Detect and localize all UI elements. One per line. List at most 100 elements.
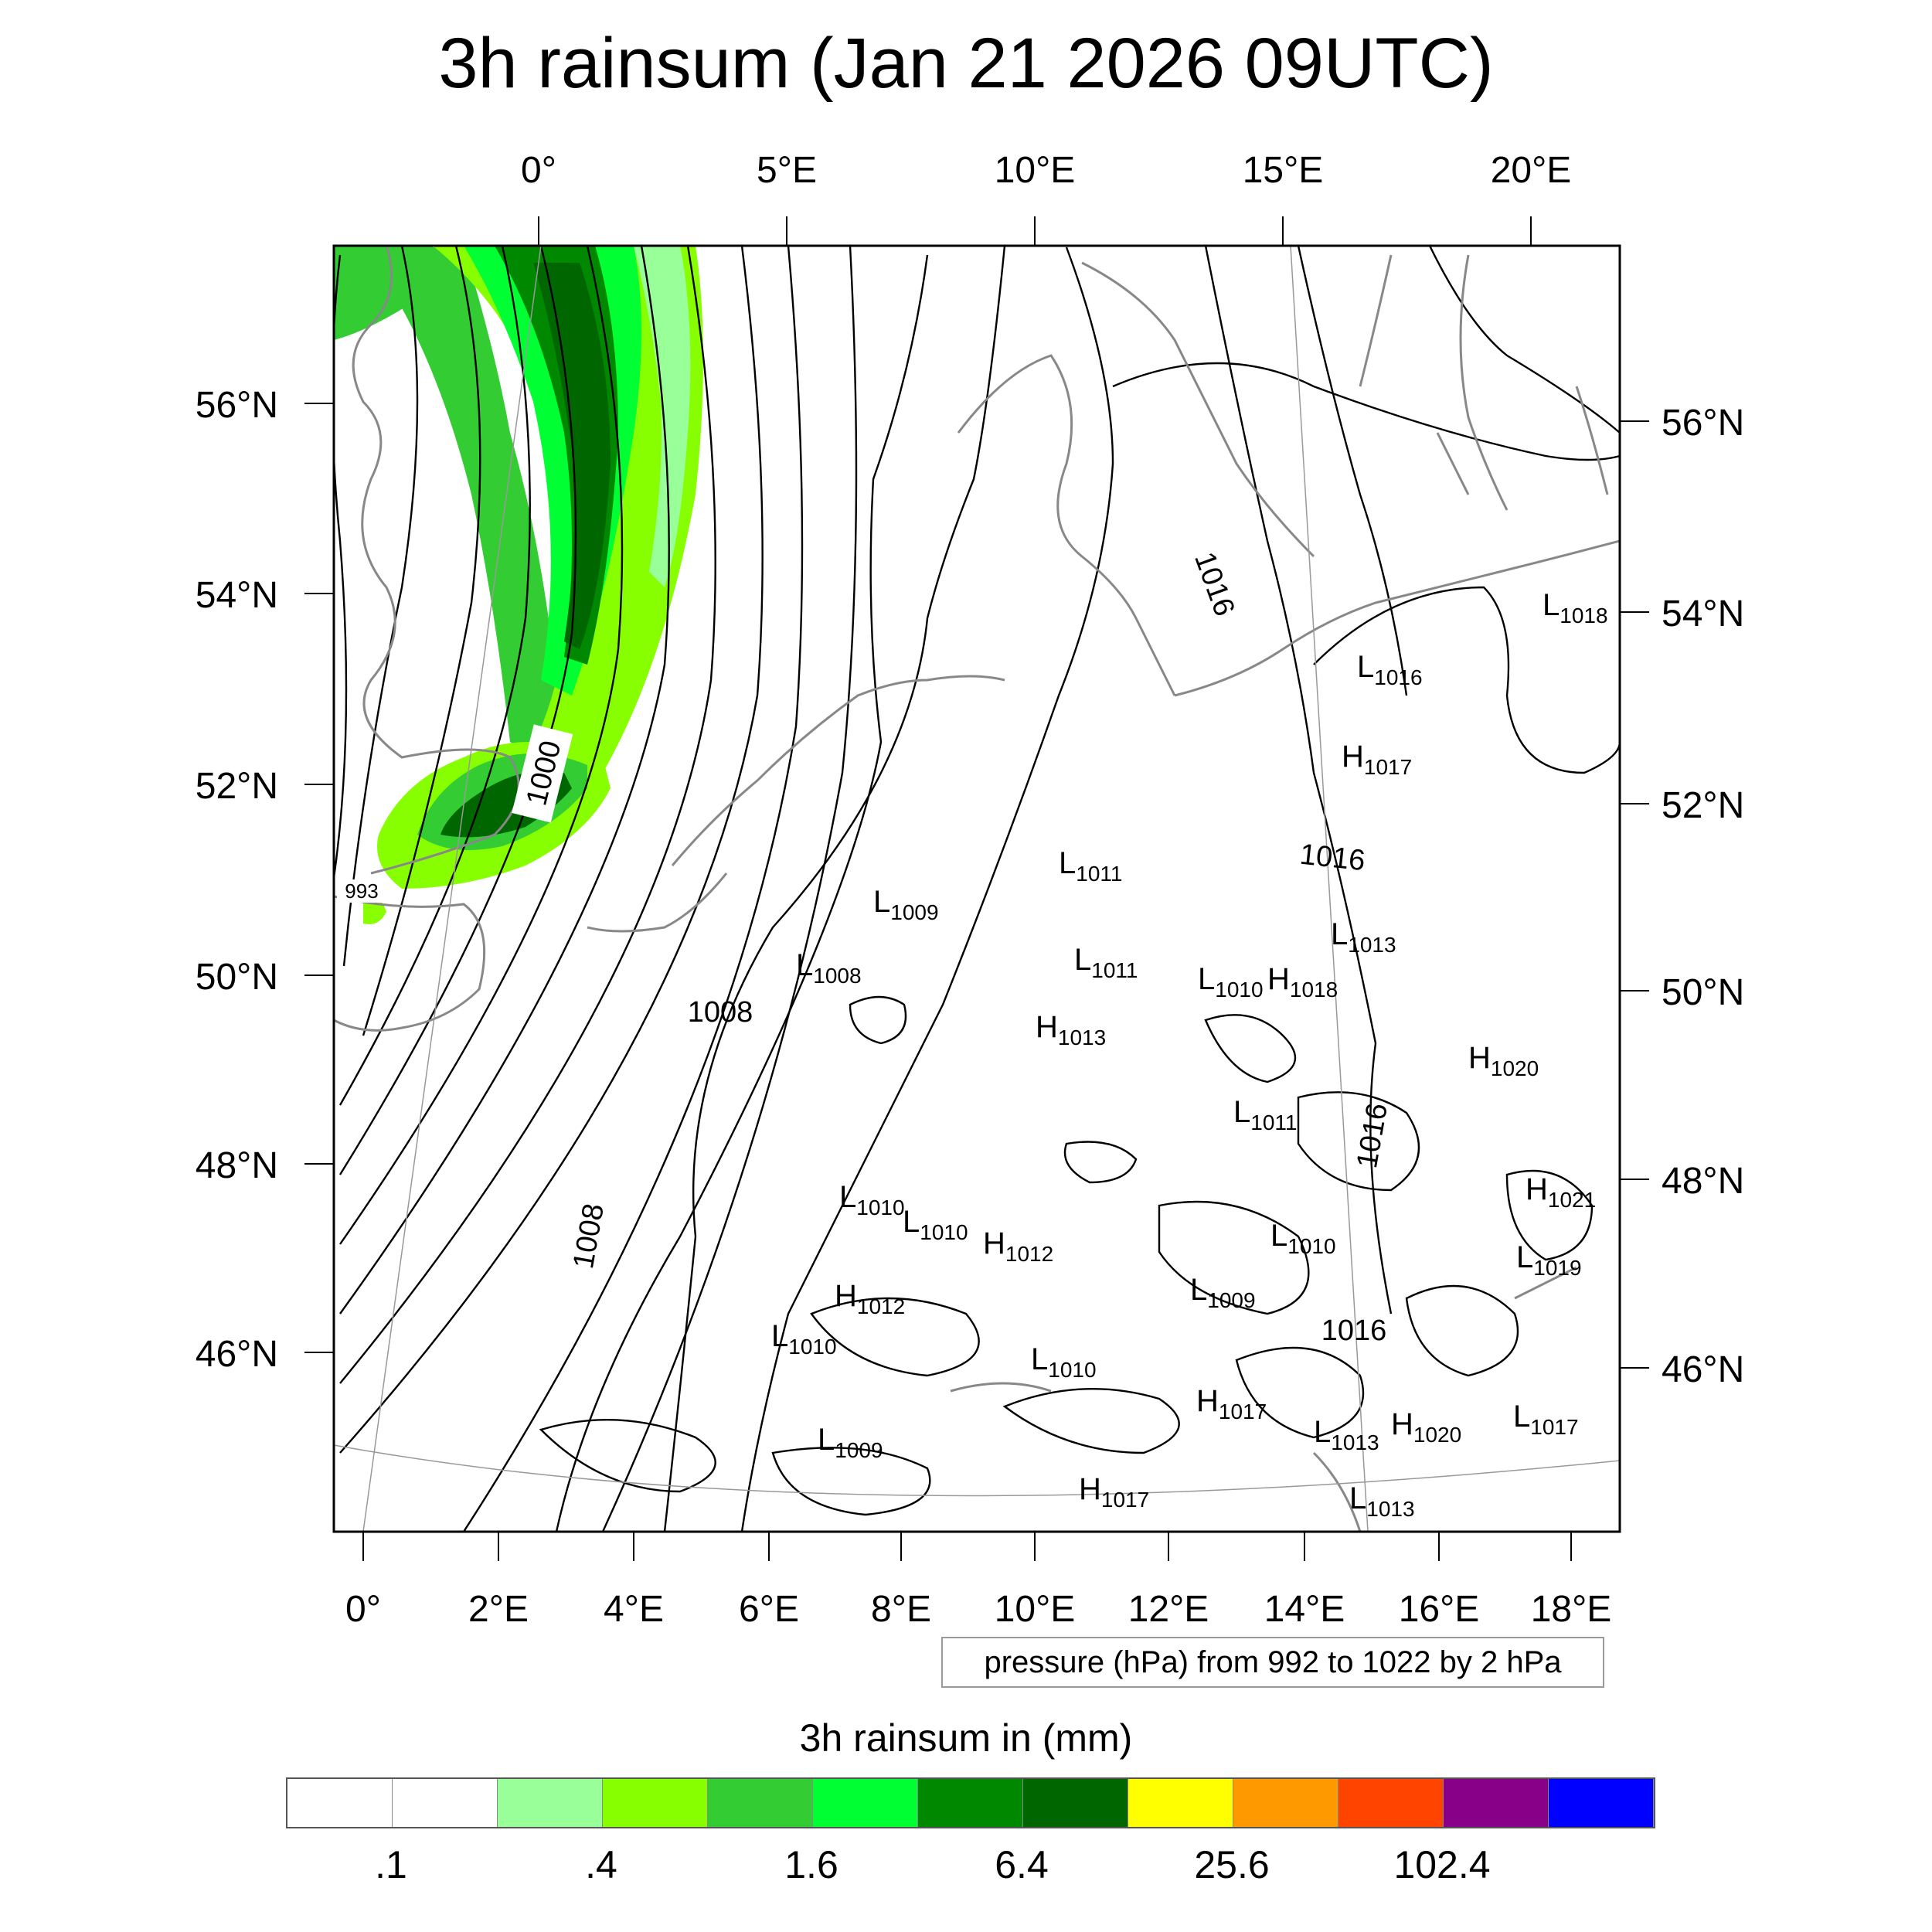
colorbar-label: 102.4 <box>1393 1843 1491 1886</box>
isobars <box>334 246 1620 1532</box>
left-axis-labels: 56°N 54°N 52°N 50°N 48°N 46°N <box>196 385 278 1375</box>
bottom-tick-label: 16°E <box>1399 1589 1480 1630</box>
left-tick-label: 52°N <box>196 766 278 807</box>
colorbar-label: .4 <box>585 1843 617 1886</box>
right-tick-label: 48°N <box>1662 1161 1744 1202</box>
low-pressure-marker: L1013 <box>1314 1415 1379 1454</box>
pressure-contour-note: pressure (hPa) from 992 to 1022 by 2 hPa <box>941 1637 1604 1688</box>
top-tick-label: 10°E <box>995 150 1076 191</box>
colorbar-swatch <box>708 1779 813 1827</box>
low-pressure-marker: L1010 <box>839 1180 905 1219</box>
tick-marks <box>304 216 1649 1561</box>
low-pressure-marker: L1011 <box>1059 846 1122 886</box>
low-pressure-marker: L1009 <box>1190 1273 1256 1312</box>
high-pressure-marker: H1012 <box>983 1226 1053 1266</box>
colorbar-swatch <box>1023 1779 1128 1827</box>
low-pressure-marker: L1011 <box>1233 1095 1297 1134</box>
bottom-tick-label: 10°E <box>995 1589 1076 1630</box>
low-pressure-marker: L1019 <box>1516 1240 1582 1280</box>
high-pressure-marker: H1013 <box>1036 1010 1106 1049</box>
right-tick-label: 52°N <box>1662 785 1744 826</box>
low-pressure-marker: L1013 <box>1331 917 1396 957</box>
high-pressure-marker: H1017 <box>1079 1472 1149 1512</box>
rain-shading <box>334 246 703 924</box>
map-title: 3h rainsum (Jan 21 2026 09UTC) <box>438 24 1494 103</box>
bottom-tick-label: 18°E <box>1531 1589 1612 1630</box>
colorbar-label: 1.6 <box>784 1843 838 1886</box>
top-axis-labels: 0° 5°E 10°E 15°E 20°E <box>521 150 1571 191</box>
right-tick-label: 56°N <box>1662 403 1744 444</box>
low-pressure-marker: L1010 <box>903 1205 968 1244</box>
bottom-tick-label: 8°E <box>871 1589 931 1630</box>
isobar-label: 1016 <box>1188 548 1240 621</box>
colorbar-swatch <box>1549 1779 1654 1827</box>
bottom-tick-label: 4°E <box>604 1589 664 1630</box>
low-pressure-marker: L1018 <box>1543 588 1608 628</box>
left-tick-label: 56°N <box>196 385 278 426</box>
low-pressure-marker: L1010 <box>1031 1342 1097 1382</box>
coastlines <box>334 246 1620 1532</box>
high-pressure-marker: H1017 <box>1196 1384 1267 1423</box>
low-pressure-marker: L1010 <box>1270 1219 1336 1258</box>
bottom-axis-labels: 0° 2°E 4°E 6°E 8°E 10°E 12°E 14°E 16°E 1… <box>345 1589 1611 1630</box>
isobar-label: 993 <box>345 879 378 903</box>
bottom-tick-label: 6°E <box>739 1589 799 1630</box>
isobar-label: 1016 <box>1298 838 1366 878</box>
high-pressure-marker: H1018 <box>1267 962 1338 1002</box>
left-tick-label: 50°N <box>196 957 278 998</box>
low-pressure-marker: L1017 <box>1513 1400 1579 1439</box>
colorbar-swatch <box>1444 1779 1549 1827</box>
top-tick-label: 15°E <box>1243 150 1324 191</box>
left-tick-label: 48°N <box>196 1145 278 1186</box>
high-pressure-marker: H1012 <box>835 1279 905 1318</box>
high-pressure-marker: H1020 <box>1391 1407 1461 1447</box>
colorbar-swatch <box>1338 1779 1444 1827</box>
isobar-label: 1016 <box>1351 1100 1394 1171</box>
colorbar-swatch <box>1128 1779 1233 1827</box>
high-pressure-marker: H1017 <box>1342 740 1412 779</box>
top-tick-label: 20°E <box>1491 150 1572 191</box>
colorbar-label: 6.4 <box>995 1843 1049 1886</box>
pressure-centers: L1011 L1009 L1008 L1011 H1013 L1010 H101… <box>771 588 1608 1521</box>
low-pressure-marker: L1010 <box>771 1319 837 1359</box>
bottom-tick-label: 14°E <box>1264 1589 1345 1630</box>
colorbar-swatch <box>287 1779 393 1827</box>
colorbar-swatch <box>498 1779 603 1827</box>
low-pressure-marker: L1009 <box>818 1423 883 1462</box>
low-pressure-marker: L1013 <box>1349 1481 1415 1521</box>
high-pressure-marker: H1021 <box>1526 1172 1596 1212</box>
colorbar-title: 3h rainsum in (mm) <box>799 1716 1133 1760</box>
bottom-tick-label: 0° <box>345 1589 381 1630</box>
right-axis-labels: 56°N 54°N 52°N 50°N 48°N 46°N <box>1662 403 1744 1390</box>
colorbar-swatch <box>603 1779 708 1827</box>
left-tick-label: 54°N <box>196 575 278 616</box>
low-pressure-marker: L1016 <box>1357 650 1423 689</box>
low-pressure-marker: L1009 <box>873 885 939 924</box>
bottom-tick-label: 2°E <box>468 1589 529 1630</box>
low-pressure-marker: L1008 <box>796 948 862 988</box>
colorbar-label: 25.6 <box>1194 1843 1270 1886</box>
colorbar <box>286 1777 1655 1828</box>
isobar-label: 1008 <box>567 1201 611 1271</box>
right-tick-label: 50°N <box>1662 972 1744 1013</box>
colorbar-swatch <box>918 1779 1023 1827</box>
isobar-label: 1016 <box>1321 1315 1387 1347</box>
colorbar-swatch <box>813 1779 918 1827</box>
low-pressure-marker: L1011 <box>1074 943 1138 982</box>
map-frame <box>332 244 1621 1533</box>
top-tick-label: 0° <box>521 150 556 191</box>
right-tick-label: 46°N <box>1662 1349 1744 1390</box>
isobar-labels: 1000 1008 1008 1016 1016 1016 1016 993 <box>337 548 1394 1347</box>
colorbar-label: .1 <box>375 1843 407 1886</box>
high-pressure-marker: H1020 <box>1468 1041 1539 1080</box>
graticule <box>334 246 1620 1532</box>
map-area <box>334 246 1620 1532</box>
top-tick-label: 5°E <box>757 150 817 191</box>
left-tick-label: 46°N <box>196 1334 278 1375</box>
colorbar-swatch <box>393 1779 498 1827</box>
isobar-label: 1008 <box>688 996 753 1029</box>
bottom-tick-label: 12°E <box>1128 1589 1209 1630</box>
right-tick-label: 54°N <box>1662 594 1744 634</box>
colorbar-swatch <box>1233 1779 1338 1827</box>
